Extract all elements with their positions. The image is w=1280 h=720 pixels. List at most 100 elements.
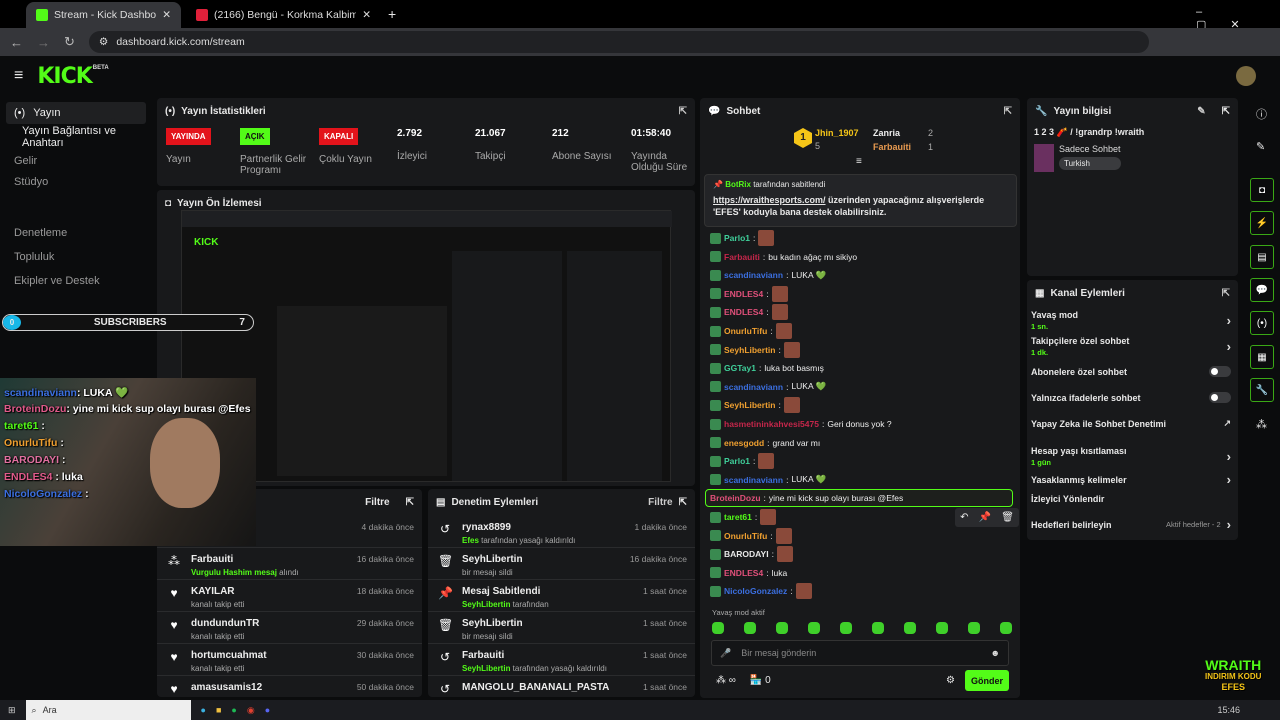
points-icon[interactable]: ⁂ <box>1256 419 1267 431</box>
sidebar-item-topluluk[interactable]: Topluluk <box>6 246 146 268</box>
emote-button[interactable] <box>840 622 852 634</box>
channel-action-row[interactable]: Abonelere özel sohbet <box>1031 366 1231 377</box>
chat-username[interactable]: scandinaviann <box>724 270 784 281</box>
channel-action-row[interactable]: Yapay Zeka ile Sohbet Denetimi ↗ <box>1031 418 1231 429</box>
reply-icon[interactable]: ↶ <box>960 512 969 523</box>
emote-button[interactable] <box>808 622 820 634</box>
wrench-toggle-button[interactable]: 🔧 <box>1250 378 1274 402</box>
info-icon[interactable]: ⓘ <box>1256 109 1267 121</box>
event-row[interactable]: 📌 Mesaj Sabitlendi SeyhLibertin tarafından… <box>428 580 695 612</box>
sidebar-item-gelir[interactable]: Gelir <box>6 150 146 172</box>
chevron-right-icon[interactable]: › <box>1226 449 1231 464</box>
emote-button[interactable] <box>936 622 948 634</box>
edit-icon[interactable]: ✎ <box>1197 106 1206 117</box>
spotify-icon[interactable]: ● <box>231 705 237 715</box>
leaderboard-1[interactable]: Jhin_1907 <box>815 128 859 138</box>
chevron-right-icon[interactable]: › <box>1226 472 1231 487</box>
tab-youtube[interactable]: (2166) Bengü - Korkma Kalbim ✕ <box>186 2 381 28</box>
popout-icon[interactable]: ⇱ <box>678 106 687 117</box>
external-link-icon[interactable]: ↗ <box>1223 418 1231 428</box>
chat-username[interactable]: NicoloGonzalez <box>724 586 788 597</box>
emote-button[interactable] <box>1000 622 1012 634</box>
chevron-right-icon[interactable]: › <box>1226 339 1231 354</box>
new-tab-icon[interactable]: + <box>388 6 397 22</box>
emote-button[interactable] <box>872 622 884 634</box>
chat-username[interactable]: OnurluTifu <box>724 530 768 541</box>
chat-username[interactable]: ENDLES4 <box>724 288 764 299</box>
event-row[interactable]: 4 dakika önce <box>157 516 422 548</box>
kick-logo[interactable]: KICK <box>37 63 92 89</box>
chat-username[interactable]: ENDLES4 <box>724 307 764 318</box>
emote-button[interactable] <box>904 622 916 634</box>
chat-username[interactable]: Parlo1 <box>724 456 750 467</box>
store[interactable]: 🏪 0 <box>749 675 771 686</box>
chat-message[interactable]: scandinaviann: LUKA 💚 <box>710 471 826 489</box>
forward-icon[interactable]: → <box>37 34 50 50</box>
chat-message[interactable]: scandinaviann: LUKA 💚 <box>710 266 826 284</box>
chat-username[interactable]: BroteinDozu <box>710 493 761 504</box>
back-icon[interactable]: ← <box>10 34 23 50</box>
popout-icon[interactable]: ⇱ <box>405 497 414 508</box>
chat-toggle-button[interactable]: 💬 <box>1250 278 1274 302</box>
chevron-right-icon[interactable]: › <box>1226 517 1231 532</box>
emote-button[interactable] <box>776 622 788 634</box>
channel-action-row[interactable]: İzleyici Yönlendir <box>1031 494 1231 504</box>
pinned-by-user[interactable]: BotRix <box>725 180 751 189</box>
chat-message[interactable]: NicoloGonzalez: <box>710 582 815 600</box>
channel-action-row[interactable]: Yalnızca ifadelerle sohbet <box>1031 392 1231 403</box>
chat-username[interactable]: scandinaviann <box>724 474 784 485</box>
chat-input[interactable]: 🎤 Bir mesaj gönderin ☻ <box>711 640 1009 666</box>
chat-message[interactable]: BARODAYI: <box>710 545 796 563</box>
chat-username[interactable]: BARODAYI <box>724 549 769 560</box>
tab-kick-dashboard[interactable]: Stream - Kick Dashboard ✕ <box>26 2 181 28</box>
chat-message[interactable]: ENDLES4: <box>710 303 791 321</box>
bolt-toggle-button[interactable]: ⚡ <box>1250 211 1274 235</box>
channel-action-row[interactable]: Yavaş mod 1 sn. › <box>1031 310 1231 331</box>
chat-message[interactable]: enesgodd: grand var mı <box>710 434 820 452</box>
popout-icon[interactable]: ⇱ <box>1221 106 1230 117</box>
explorer-icon[interactable]: ■ <box>215 705 222 715</box>
site-info-icon[interactable]: ⚙ <box>98 36 109 48</box>
chat-username[interactable]: ENDLES4 <box>724 567 764 578</box>
preview-toggle-button[interactable]: ◘ <box>1250 178 1274 202</box>
chat-username[interactable]: SeyhLibertin <box>724 344 776 355</box>
event-row[interactable]: ♥ KAYILAR kanalı takip etti 18 dakika önce <box>157 580 422 612</box>
chat-username[interactable]: OnurluTifu <box>724 326 768 336</box>
leaderboard-2[interactable]: Zanria <box>873 128 901 138</box>
sidebar-item-yayin[interactable]: (•) Yayın <box>6 102 146 124</box>
edit-icon[interactable]: ✎ <box>1256 141 1266 153</box>
discord-icon[interactable]: ● <box>264 705 271 715</box>
windows-start-icon[interactable]: ⊞ <box>8 704 16 715</box>
leaderboard-3[interactable]: Farbauiti <box>873 142 912 152</box>
chat-message[interactable]: hasmetininkahvesi5475: Geri donus yok ? <box>710 415 892 433</box>
edge-icon[interactable]: ● <box>200 705 206 715</box>
chat-message[interactable]: ENDLES4: <box>710 285 791 303</box>
channel-action-row[interactable]: Yasaklanmış kelimeler › <box>1031 472 1231 487</box>
event-row[interactable]: ↺ rynax8899 Efes tarafından yasağı kaldırı… <box>428 516 695 548</box>
event-row[interactable]: 🗑 SeyhLibertin bir mesajı sildi 1 saat önce <box>428 612 695 644</box>
points[interactable]: ⁂ ∞ <box>716 675 736 686</box>
send-button[interactable]: Gönder <box>965 670 1009 691</box>
chrome-icon[interactable]: ◉ <box>246 704 255 715</box>
chat-message[interactable]: Parlo1: <box>710 229 777 247</box>
chat-username[interactable]: scandinaviann <box>724 381 784 392</box>
chat-message[interactable]: SeyhLibertin: <box>710 396 803 414</box>
channel-action-row[interactable]: Hesap yaşı kısıtlaması 1 gün › <box>1031 446 1231 467</box>
event-row[interactable]: ♥ dundundunTR kanalı takip etti 29 dakika ö… <box>157 612 422 644</box>
collapse-icon[interactable]: ≡ <box>856 156 862 167</box>
pinned-link[interactable]: https://wraithesports.com/ <box>713 195 826 205</box>
event-row[interactable]: ↺ Farbauiti SeyhLibertin tarafından yasağı… <box>428 644 695 676</box>
menu-icon[interactable]: ≡ <box>14 67 24 84</box>
url-input[interactable]: ⚙ dashboard.kick.com/stream <box>88 31 1149 53</box>
toggle-switch[interactable] <box>1209 366 1231 377</box>
popout-icon[interactable]: ⇱ <box>678 497 687 508</box>
chat-username[interactable]: Parlo1 <box>724 233 750 243</box>
actions-toggle-button[interactable]: ▦ <box>1250 345 1274 369</box>
chat-message[interactable]: ENDLES4: luka <box>710 564 787 582</box>
sidebar-item-denetleme[interactable]: Denetleme <box>6 222 146 244</box>
avatar[interactable] <box>1236 66 1256 86</box>
event-row[interactable]: ⁂ Farbauiti Vurgulu Hashim mesaj alındı 16 … <box>157 548 422 580</box>
trash-icon[interactable]: 🗑 <box>1001 512 1014 523</box>
emote-button[interactable] <box>968 622 980 634</box>
mic-icon[interactable]: 🎤 <box>720 647 732 658</box>
